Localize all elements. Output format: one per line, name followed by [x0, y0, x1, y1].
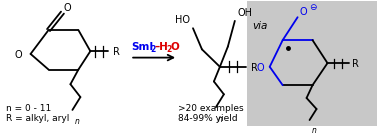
- Text: via: via: [252, 21, 267, 31]
- Text: O: O: [170, 42, 179, 52]
- Text: 2: 2: [166, 45, 171, 54]
- Text: OH: OH: [238, 8, 253, 18]
- Text: O: O: [64, 3, 71, 13]
- Text: R: R: [113, 47, 120, 57]
- Text: n: n: [218, 115, 223, 123]
- Text: O: O: [15, 50, 22, 60]
- Text: n = 0 - 11: n = 0 - 11: [6, 103, 51, 112]
- Text: O: O: [300, 7, 307, 17]
- Text: –H: –H: [154, 42, 168, 52]
- Text: ⊖: ⊖: [310, 3, 317, 12]
- Text: >20 examples: >20 examples: [178, 103, 244, 112]
- Text: R: R: [352, 59, 359, 69]
- Text: 2: 2: [150, 45, 155, 54]
- Text: HO: HO: [175, 16, 190, 25]
- Text: 84-99% yield: 84-99% yield: [178, 114, 238, 123]
- Text: R: R: [251, 63, 258, 73]
- Bar: [247, 1, 377, 126]
- Text: n: n: [311, 126, 316, 135]
- Text: SmI: SmI: [131, 42, 153, 52]
- Text: O: O: [257, 63, 265, 73]
- Text: n: n: [74, 117, 79, 126]
- Text: R = alkyl, aryl: R = alkyl, aryl: [6, 114, 69, 123]
